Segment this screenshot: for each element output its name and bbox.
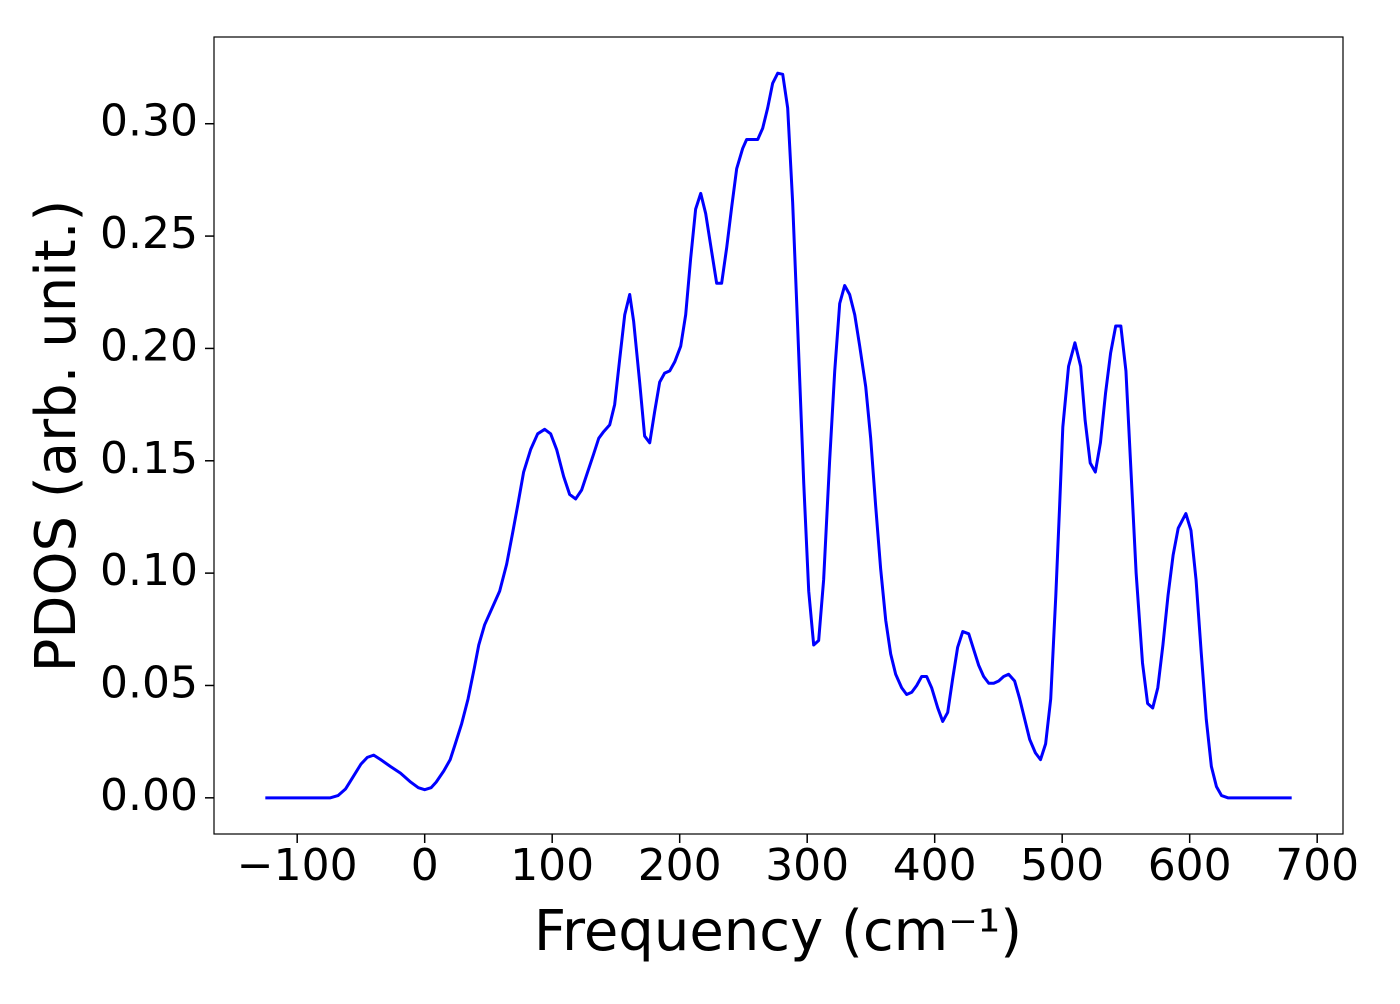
data-line xyxy=(265,71,1292,800)
x-axis-label: Frequency (cm⁻¹) xyxy=(534,899,1022,964)
y-tick-label: 0.10 xyxy=(100,545,198,596)
y-axis-label: PDOS (arb. unit.) xyxy=(24,200,89,673)
x-tick-label: 700 xyxy=(1275,840,1359,891)
y-tick-label: 0.25 xyxy=(100,208,198,259)
y-tick-label: 0.05 xyxy=(100,657,198,708)
y-tick-label: 0.00 xyxy=(100,770,198,821)
x-tick-label: 300 xyxy=(765,840,849,891)
x-tick-label: 100 xyxy=(510,840,594,891)
y-tick-label: 0.15 xyxy=(100,433,198,484)
y-tick-label: 0.30 xyxy=(100,96,198,147)
x-tick-label: −100 xyxy=(237,840,358,891)
plot-frame xyxy=(213,36,1344,835)
x-tick-label: 400 xyxy=(893,840,977,891)
x-tick-label: 200 xyxy=(638,840,722,891)
x-tick-label: 600 xyxy=(1148,840,1232,891)
x-tick-label: 500 xyxy=(1020,840,1104,891)
x-tick-label: 0 xyxy=(411,840,439,891)
y-tick-label: 0.20 xyxy=(100,320,198,371)
